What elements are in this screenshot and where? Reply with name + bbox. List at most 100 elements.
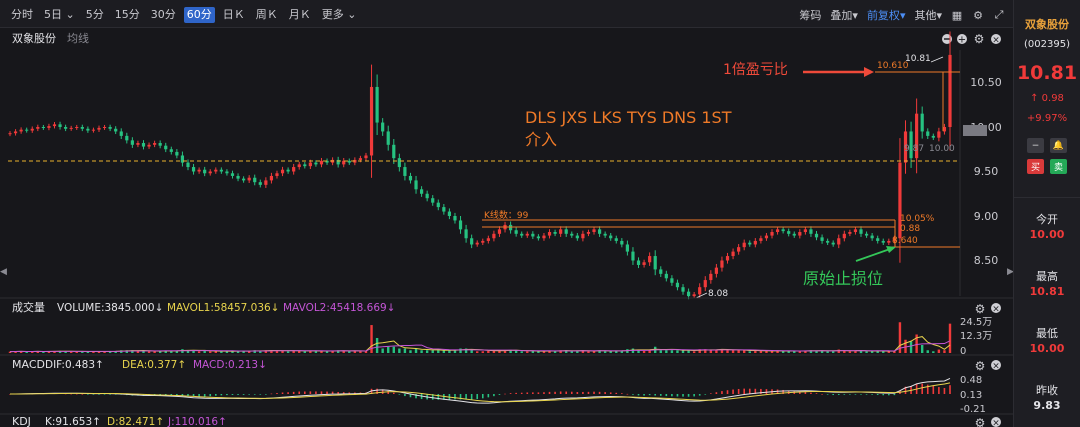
close-icon[interactable]: [991, 360, 1001, 370]
close-icon[interactable]: [991, 303, 1001, 313]
volume-bar: [798, 350, 802, 353]
candle-body: [514, 230, 518, 234]
minus-icon[interactable]: −: [1027, 138, 1044, 153]
tab-intraday[interactable]: 分时: [11, 8, 33, 21]
candle-body: [931, 135, 935, 138]
volume-bar: [904, 339, 907, 353]
other-button[interactable]: 其他▾: [914, 7, 942, 23]
volume-tick: 12.3万: [960, 331, 992, 342]
macd-title[interactable]: MACD: [12, 358, 45, 371]
grid-layout-icon[interactable]: ▦: [951, 8, 963, 22]
sell-button[interactable]: 卖: [1050, 159, 1067, 174]
macd-bar: [921, 383, 923, 394]
close-glyph: ×: [992, 35, 1000, 45]
adjust-button[interactable]: 前复权▾: [867, 7, 906, 23]
gear-icon[interactable]: ⚙: [975, 416, 986, 427]
volume-bar: [476, 351, 479, 353]
price-tick: 9.00: [974, 210, 999, 223]
chips-button[interactable]: 筹码: [799, 9, 822, 22]
tab-5min[interactable]: 5分: [85, 8, 104, 21]
macd-bar: [198, 394, 200, 397]
candle-body: [358, 158, 363, 160]
volume-bar: [487, 350, 490, 353]
candle-body: [292, 167, 296, 172]
bell-icon[interactable]: 🔔: [1050, 138, 1067, 153]
macd-bar: [726, 390, 729, 394]
arrow-icon: [886, 246, 896, 253]
candle-body: [381, 122, 385, 132]
candle-body: [781, 229, 785, 232]
scroll-right-icon[interactable]: ▶: [1007, 267, 1014, 277]
stop-loss-arrow-line: [855, 248, 891, 262]
volume-bar: [464, 348, 468, 353]
gear-icon[interactable]: ⚙: [975, 359, 986, 373]
macd-bar: [587, 391, 590, 394]
candle-body: [386, 131, 390, 145]
close-icon[interactable]: [991, 417, 1001, 427]
tab-30min[interactable]: 30分: [150, 8, 176, 21]
macd-bar: [315, 391, 317, 394]
candle-body: [403, 167, 407, 176]
expand-icon[interactable]: ⤢: [994, 8, 1004, 21]
volume-bar: [247, 350, 251, 353]
volume-bar: [831, 351, 835, 353]
settings-icon[interactable]: ⚙: [973, 8, 983, 22]
candle-body: [230, 173, 235, 176]
volume-bar: [370, 325, 373, 353]
macd-bar: [904, 386, 907, 394]
volume-bar: [409, 350, 412, 353]
macd-bar: [70, 393, 72, 395]
macd-bar: [387, 390, 390, 394]
candle-body: [153, 143, 157, 145]
close-icon[interactable]: [991, 34, 1001, 44]
kline-chart[interactable]: 双象股份 均线 + ⚙ × 10.50 10.00 9.50 9.00 8.50…: [0, 28, 1013, 427]
macd-bar: [214, 394, 217, 396]
volume-bar: [331, 350, 334, 353]
candle-body: [737, 247, 741, 252]
candle-body: [364, 155, 368, 159]
diff-label: 0.88: [900, 224, 920, 234]
candle-body: [725, 256, 730, 261]
macd-bar: [481, 394, 484, 399]
volume-bar: [870, 350, 874, 353]
macd-bar: [832, 394, 834, 396]
volume-title[interactable]: 成交量: [12, 300, 45, 314]
volume-bar: [47, 351, 51, 353]
tab-more[interactable]: 更多 ⌄: [319, 7, 360, 23]
candle-body: [597, 229, 602, 234]
volume-bar: [642, 350, 646, 353]
tab-5day[interactable]: 5日 ⌄: [41, 7, 78, 23]
tab-15min[interactable]: 15分: [114, 8, 140, 21]
macd-bar: [470, 394, 473, 400]
gear-icon[interactable]: ⚙: [974, 32, 985, 46]
volume-bar: [520, 351, 523, 353]
candle-body: [486, 238, 490, 241]
macd-bar: [693, 394, 695, 397]
tab-monthly[interactable]: 月Ｋ: [288, 8, 311, 21]
buy-button[interactable]: 买: [1027, 159, 1044, 174]
candle-body: [942, 127, 947, 132]
macd-tick: 0.13: [960, 390, 982, 401]
tab-weekly[interactable]: 周Ｋ: [255, 8, 278, 21]
macd-bar: [326, 391, 328, 394]
overlay-button[interactable]: 叠加▾: [830, 7, 858, 23]
candle-body: [937, 131, 941, 138]
kdj-title[interactable]: KDJ: [12, 415, 31, 427]
add-icon[interactable]: [957, 34, 967, 44]
tab-daily[interactable]: 日Ｋ: [222, 8, 245, 21]
macd-bar: [532, 392, 534, 394]
tab-60min[interactable]: 60分: [183, 7, 215, 23]
scroll-left-icon[interactable]: ◀: [0, 267, 7, 277]
gear-icon[interactable]: ⚙: [975, 302, 986, 316]
candle-body: [920, 113, 924, 132]
volume-tick: 24.5万: [960, 317, 992, 328]
open-label: 今开: [1036, 213, 1058, 226]
candle-body: [25, 129, 29, 131]
indicator-ma-label[interactable]: 均线: [67, 31, 89, 45]
volume-bar: [943, 350, 946, 353]
candle-body: [842, 233, 846, 239]
volume-bar: [670, 350, 674, 353]
add-glyph: +: [958, 35, 966, 46]
macd-bar: [671, 394, 673, 397]
volume-bar: [826, 351, 829, 353]
